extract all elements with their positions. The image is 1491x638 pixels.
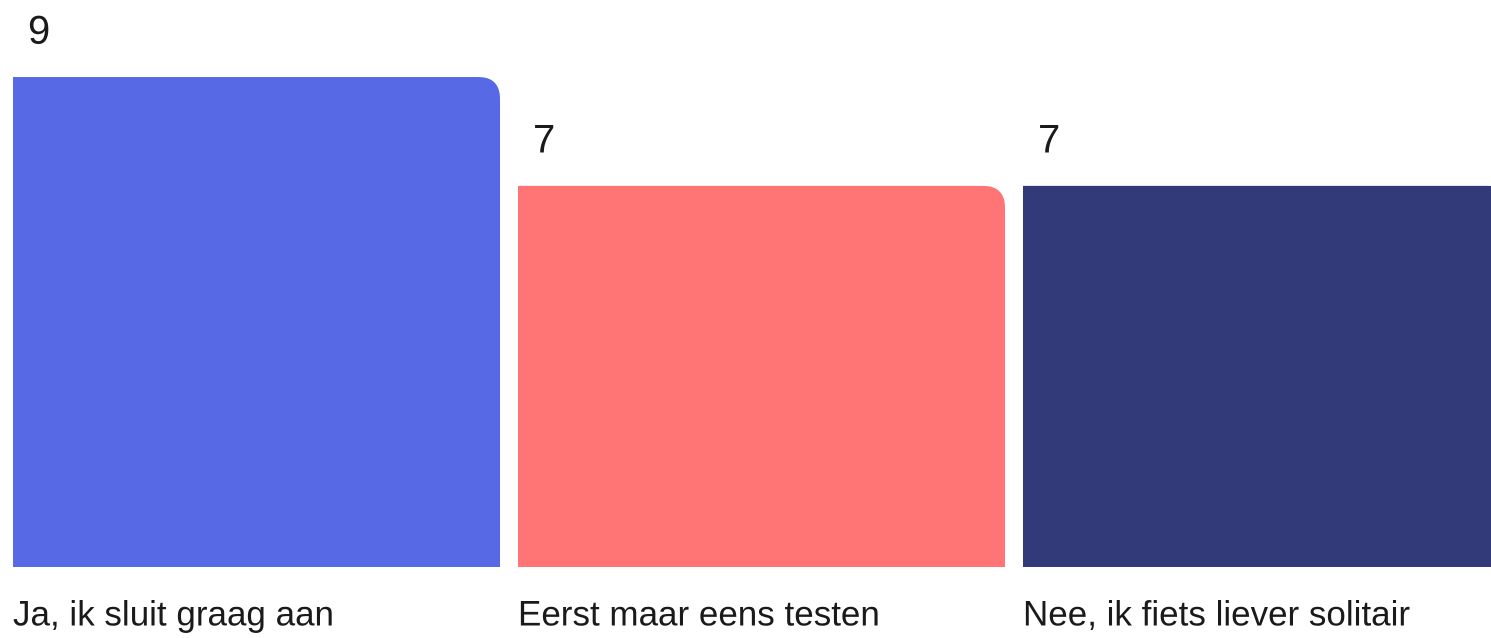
- bar: [518, 185, 1005, 567]
- value-label: 9: [28, 9, 50, 53]
- value-label: 7: [533, 117, 555, 161]
- value-label: 7: [1038, 117, 1060, 161]
- bar: [13, 77, 500, 567]
- category-label: Ja, ik sluit graag aan: [13, 594, 334, 633]
- bar: [1023, 185, 1491, 567]
- category-label: Nee, ik fiets liever solitair: [1023, 594, 1410, 633]
- category-label: Eerst maar eens testen: [518, 594, 880, 633]
